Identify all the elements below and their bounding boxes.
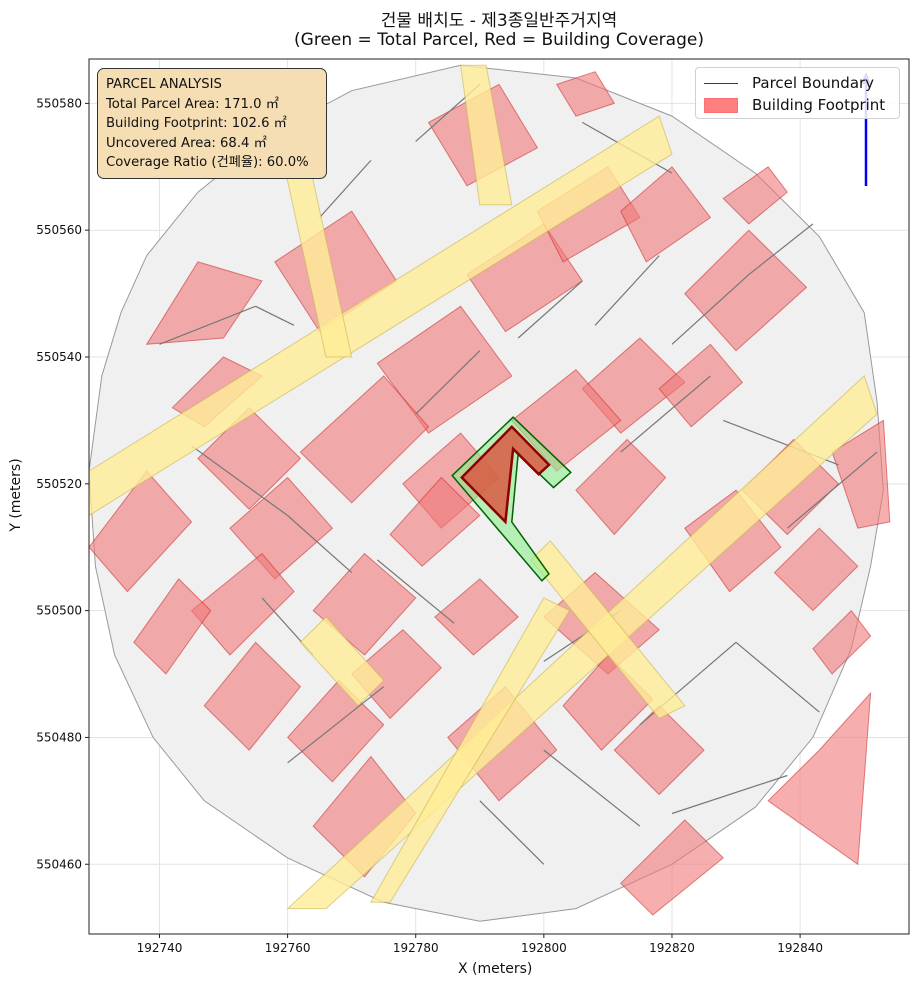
- lot-line: [479, 800, 545, 865]
- lot-line: [594, 255, 660, 326]
- lot-line: [748, 223, 814, 276]
- x-tick-label: 192820: [649, 941, 695, 955]
- lot-line: [671, 774, 788, 815]
- legend-line-swatch: [704, 82, 738, 84]
- context-building: [145, 261, 263, 345]
- info-coverage-ratio: Coverage Ratio (건폐율): 60.0%: [106, 155, 309, 170]
- context-building: [133, 578, 212, 675]
- y-tick-label: 550480: [36, 730, 82, 744]
- x-tick-label: 192780: [393, 941, 439, 955]
- info-heading: PARCEL ANALYSIS: [106, 77, 222, 92]
- lot-line: [517, 280, 583, 339]
- context-building: [831, 419, 891, 529]
- chart-title: 건물 배치도 - 제3종일반주거지역: [380, 11, 618, 31]
- y-tick-label: 550460: [36, 857, 82, 871]
- road: [370, 597, 571, 903]
- lot-line: [735, 641, 820, 713]
- axes-frame: [88, 58, 910, 935]
- context-building: [684, 229, 808, 352]
- x-tick-label: 192740: [137, 941, 183, 955]
- context-building: [203, 641, 302, 751]
- lot-line: [415, 350, 481, 415]
- road: [530, 540, 686, 720]
- y-tick-label: 550500: [36, 604, 82, 618]
- road: [299, 616, 385, 707]
- tick-layer: 192740 192760 192780 192800 192820 192840 5504…: [36, 96, 823, 955]
- road: [286, 375, 878, 910]
- lot-line: [376, 559, 455, 624]
- lot-line: [159, 305, 256, 345]
- info-uncovered-area: Uncovered Area: 68.4 ㎡: [106, 135, 267, 151]
- context-building: [773, 527, 859, 612]
- x-axis-label: X (meters): [458, 961, 533, 977]
- context-building: [575, 438, 667, 536]
- context-building: [620, 166, 712, 263]
- lot-line: [543, 749, 641, 827]
- context-building: [434, 578, 519, 656]
- info-total-parcel-area: Total Parcel Area: 171.0 ㎡: [106, 96, 279, 112]
- lot-line: [620, 375, 711, 453]
- y-tick-label: 550520: [36, 477, 82, 491]
- legend-item-parcel-boundary: Parcel Boundary: [704, 73, 874, 93]
- context-building: [555, 71, 616, 117]
- context-building: [658, 343, 744, 428]
- lot-line: [287, 515, 353, 574]
- legend-label-building-footprint: Building Footprint: [752, 96, 886, 114]
- x-tick-label: 192760: [265, 941, 311, 955]
- context-building: [350, 629, 443, 720]
- context-building: [190, 552, 295, 656]
- x-tick-label: 192800: [521, 941, 567, 955]
- lot-line: [287, 686, 385, 764]
- road: [460, 64, 513, 206]
- x-tick-label: 192840: [777, 941, 823, 955]
- legend-label-parcel-boundary: Parcel Boundary: [752, 74, 875, 92]
- target-layer: [451, 416, 572, 582]
- lot-line: [319, 159, 372, 218]
- context-building: [767, 691, 872, 866]
- road: [89, 115, 673, 517]
- lot-line: [786, 451, 878, 529]
- y-tick-label: 550580: [36, 96, 82, 110]
- target-building: [460, 425, 551, 525]
- y-axis-label: Y (meters): [8, 458, 24, 532]
- legend: Parcel Boundary Building Footprint: [695, 67, 900, 119]
- lot-line: [191, 445, 288, 516]
- y-tick-label: 550560: [36, 223, 82, 237]
- context-building: [299, 375, 430, 504]
- legend-item-building-footprint: Building Footprint: [704, 95, 885, 115]
- context-building: [812, 609, 872, 675]
- info-building-footprint: Building Footprint: 102.6 ㎡: [106, 116, 287, 131]
- context-building: [89, 470, 193, 593]
- context-building: [389, 476, 481, 567]
- context-building: [619, 819, 724, 916]
- context-building: [722, 166, 788, 225]
- chart-subtitle: (Green = Total Parcel, Red = Building Co…: [294, 30, 704, 50]
- y-tick-label: 550540: [36, 350, 82, 364]
- lot-line: [671, 274, 750, 345]
- legend-patch-swatch: [704, 97, 738, 113]
- lot-line: [255, 305, 295, 326]
- parcel-analysis-box: PARCEL ANALYSIS Total Parcel Area: 171.0…: [97, 68, 327, 179]
